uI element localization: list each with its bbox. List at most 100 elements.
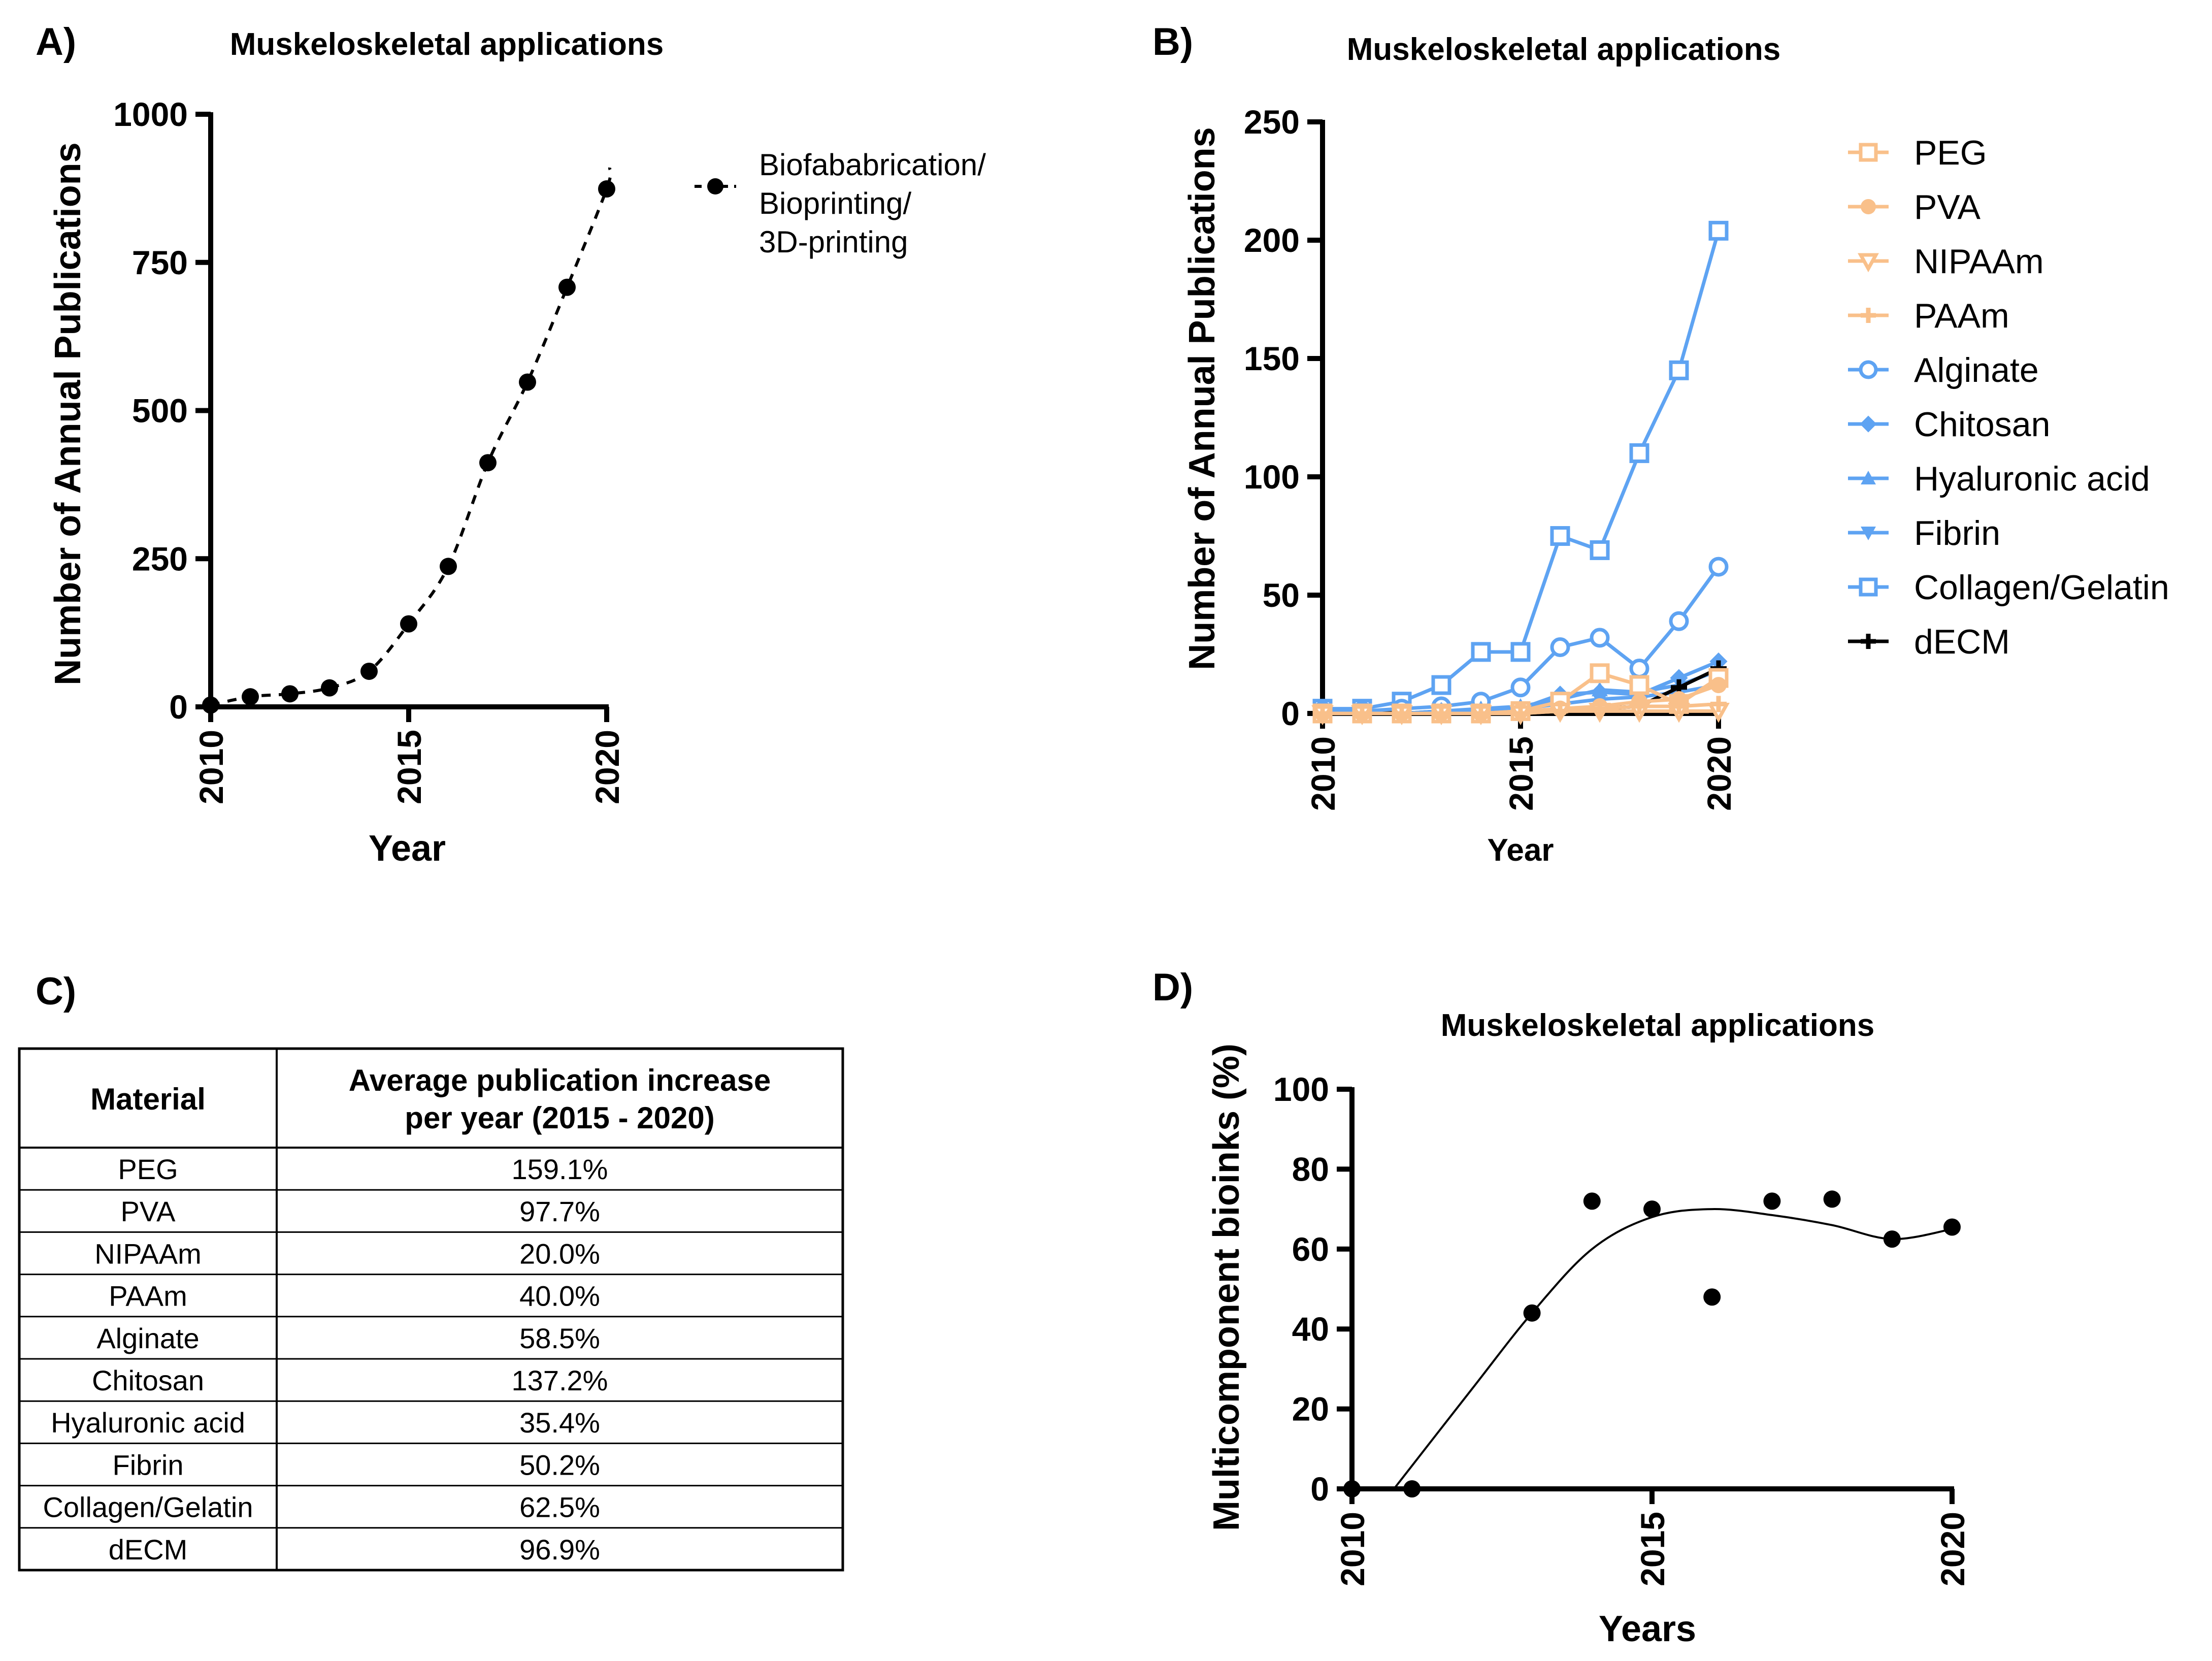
panel-label-a: A) — [36, 20, 76, 63]
y-tick-label: 50 — [1263, 576, 1300, 614]
legend-item: Alginate — [1848, 351, 2039, 389]
table-cell-material: Collagen/Gelatin — [43, 1491, 253, 1523]
chart-a-point — [440, 558, 457, 575]
legend-label: Fibrin — [1914, 514, 2000, 552]
legend-item: Hyaluronic acid — [1848, 460, 2150, 498]
x-tick-label: 2020 — [588, 730, 626, 804]
y-tick-label: 0 — [1281, 695, 1300, 732]
legend-item: PAAm — [1848, 297, 2009, 335]
y-tick-label: 500 — [132, 392, 188, 430]
chart-a-point — [400, 615, 417, 633]
x-tick-label: 2015 — [1634, 1512, 1671, 1586]
chart-d-xlabel: Years — [1599, 1609, 1696, 1649]
table-header-material: Material — [90, 1082, 206, 1116]
series-point — [1592, 681, 1608, 697]
legend-marker-sample — [1861, 634, 1876, 649]
y-tick-label: 40 — [1292, 1310, 1329, 1348]
y-tick-label: 20 — [1292, 1390, 1329, 1428]
chart-a-title: Muskeloskeletal applications — [230, 27, 664, 62]
y-tick-label: 250 — [132, 540, 188, 577]
chart-d-point — [1703, 1288, 1721, 1306]
chart-b-xlabel: Year — [1487, 833, 1554, 868]
y-tick-label: 0 — [1310, 1470, 1329, 1508]
x-tick-label: 2010 — [192, 730, 230, 804]
table-cell-increase: 137.2% — [512, 1364, 608, 1396]
series-point — [1710, 677, 1727, 694]
chart-b-ylabel: Number of Annual Publications — [1182, 127, 1223, 670]
chart-a: Muskeloskeletal applications 0 250 500 750 1… — [48, 27, 986, 869]
legend-marker-sample — [1858, 253, 1879, 273]
series-point — [1354, 705, 1370, 722]
legend-marker-sample — [1861, 199, 1876, 214]
panel-label-d: D) — [1152, 966, 1193, 1009]
y-tick-label: 150 — [1244, 340, 1300, 377]
legend-label: NIPAAm — [1914, 242, 2044, 281]
legend-marker-sample — [1861, 527, 1876, 540]
y-tick-label: 0 — [169, 688, 188, 726]
chart-d-point — [1883, 1230, 1901, 1248]
series-point — [1550, 526, 1570, 546]
chart-a-point — [242, 688, 259, 706]
series-point — [1629, 675, 1649, 695]
legend-label: PEG — [1914, 134, 1987, 172]
legend-marker-sample — [1859, 143, 1878, 162]
table-cell-increase: 58.5% — [519, 1322, 600, 1354]
table-cell-increase: 20.0% — [519, 1237, 600, 1269]
series-point — [1314, 705, 1331, 722]
y-tick-label: 1000 — [113, 95, 188, 133]
chart-a-point — [360, 662, 378, 680]
legend-item: NIPAAm — [1848, 242, 2044, 281]
chart-d-point — [1643, 1200, 1661, 1218]
y-tick-label: 200 — [1244, 221, 1300, 259]
chart-b-series — [1311, 220, 1730, 726]
series-point — [1510, 677, 1531, 698]
table-row: PEG 159.1% — [118, 1153, 608, 1185]
table-cell-material: dECM — [109, 1534, 188, 1566]
table-header-increase: Average publication increase — [349, 1063, 771, 1097]
chart-d: Muskeloskeletal applications 0 20 40 60 80 10… — [1206, 1008, 1971, 1649]
table-cell-increase: 96.9% — [519, 1534, 600, 1566]
legend-label: Chitosan — [1914, 405, 2050, 444]
chart-a-point — [479, 454, 497, 472]
series-point — [1592, 700, 1608, 717]
legend-item: dECM — [1848, 623, 2010, 661]
legend-label: Collagen/Gelatin — [1914, 568, 2169, 607]
legend-marker-sample — [1859, 577, 1878, 597]
material-table: Material Average publication increase per … — [18, 1047, 844, 1572]
series-point — [1394, 705, 1410, 722]
legend-marker-sample — [1860, 415, 1877, 433]
chart-a-point — [558, 278, 576, 296]
table-cell-material: Alginate — [96, 1322, 199, 1354]
table-cell-material: PEG — [118, 1153, 178, 1185]
chart-a-xlabel: Year — [369, 828, 446, 869]
legend-item: Chitosan — [1848, 405, 2050, 444]
series-point — [1669, 360, 1689, 380]
chart-a-point — [281, 685, 299, 703]
series-point — [1433, 705, 1449, 722]
table-cell-material: PAAm — [109, 1280, 187, 1312]
chart-a-axes: 0 250 500 750 1000 2010 2015 2020 — [113, 95, 626, 804]
x-tick-label: 2010 — [1334, 1512, 1371, 1586]
legend-marker-sample — [1859, 360, 1878, 379]
y-tick-label: 750 — [132, 244, 188, 281]
table-cell-increase: 50.2% — [519, 1449, 600, 1481]
table-cell-material: PVA — [121, 1195, 176, 1227]
series-point — [1552, 703, 1568, 720]
table-cell-increase: 159.1% — [512, 1153, 608, 1185]
series-point — [1471, 642, 1491, 662]
chart-d-point — [1943, 1218, 1961, 1236]
panel-label-b: B) — [1152, 20, 1193, 63]
table-cell-material: Chitosan — [92, 1364, 204, 1396]
x-tick-label: 2020 — [1934, 1512, 1971, 1586]
table-row: Alginate 58.5% — [19, 1316, 843, 1354]
x-tick-label: 2010 — [1304, 736, 1342, 811]
table-cell-material: NIPAAm — [94, 1237, 202, 1269]
y-tick-label: 100 — [1244, 458, 1300, 496]
chart-a-point — [321, 679, 338, 697]
legend-item: PVA — [1848, 188, 1981, 226]
chart-d-point — [1823, 1190, 1841, 1208]
legend-label: Alginate — [1914, 351, 2039, 389]
series-point — [1590, 628, 1610, 648]
chart-a-points — [202, 180, 615, 714]
series-point — [1671, 698, 1687, 715]
